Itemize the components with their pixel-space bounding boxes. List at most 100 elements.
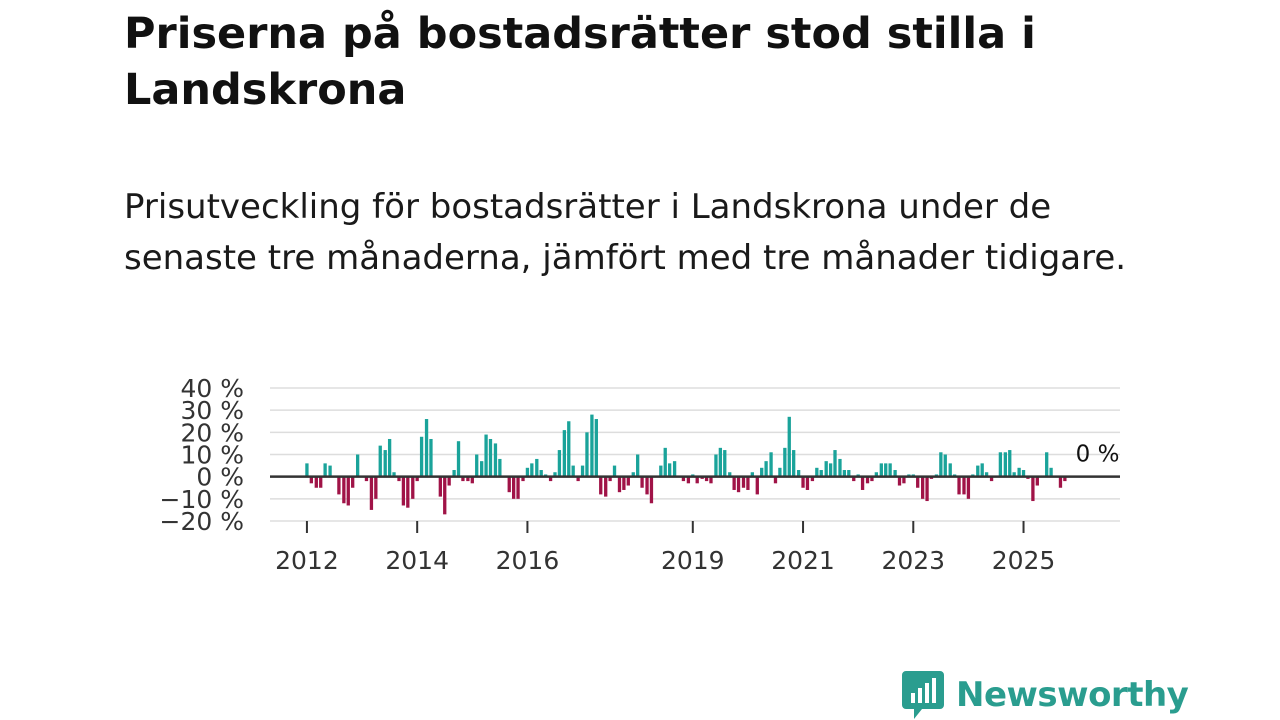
bar bbox=[309, 476, 313, 484]
bar bbox=[686, 476, 691, 484]
bar bbox=[535, 458, 539, 477]
bar bbox=[461, 476, 465, 482]
bar bbox=[447, 476, 451, 486]
bar bbox=[805, 476, 810, 490]
bar bbox=[631, 472, 635, 477]
x-tick-label: 2023 bbox=[881, 546, 945, 575]
bar bbox=[714, 454, 718, 477]
bar bbox=[792, 450, 796, 477]
bar bbox=[636, 454, 640, 477]
bar bbox=[874, 472, 879, 477]
bar bbox=[769, 452, 773, 477]
bar bbox=[355, 454, 360, 477]
bar bbox=[342, 476, 346, 504]
bar bbox=[571, 465, 575, 477]
bar bbox=[815, 467, 819, 477]
bar bbox=[842, 470, 847, 477]
bar bbox=[369, 476, 374, 510]
bar bbox=[507, 476, 511, 493]
bar bbox=[750, 472, 754, 477]
bar bbox=[663, 447, 667, 477]
bar bbox=[741, 476, 746, 488]
bar bbox=[562, 430, 567, 477]
bar bbox=[976, 465, 980, 477]
bar bbox=[612, 465, 617, 477]
bar bbox=[608, 476, 612, 482]
y-tick-label: −10 % bbox=[160, 485, 244, 514]
bar bbox=[585, 432, 589, 477]
bar bbox=[576, 476, 580, 482]
bar bbox=[383, 450, 387, 477]
bar bbox=[530, 463, 534, 477]
bar bbox=[480, 461, 484, 477]
bar bbox=[470, 476, 474, 484]
bar bbox=[594, 419, 598, 477]
bar bbox=[1003, 452, 1007, 477]
bar bbox=[1049, 467, 1053, 477]
bar bbox=[984, 472, 989, 477]
bar bbox=[387, 438, 392, 477]
bar bbox=[833, 450, 837, 477]
bar bbox=[328, 465, 332, 477]
bar bbox=[925, 476, 929, 502]
bar bbox=[852, 476, 856, 482]
bar bbox=[736, 476, 741, 493]
bar bbox=[351, 476, 355, 488]
bar bbox=[746, 476, 750, 490]
bar bbox=[599, 476, 603, 495]
bar bbox=[498, 458, 502, 477]
bar bbox=[718, 447, 723, 477]
bar bbox=[346, 476, 350, 506]
bar bbox=[590, 414, 594, 477]
bar bbox=[397, 476, 401, 482]
bar bbox=[801, 476, 805, 488]
bar bbox=[539, 470, 543, 477]
bar bbox=[604, 476, 608, 497]
bar bbox=[897, 476, 902, 486]
bar bbox=[378, 445, 382, 477]
bar bbox=[443, 476, 447, 515]
bar bbox=[649, 476, 654, 504]
bar bbox=[838, 458, 842, 477]
bar bbox=[966, 476, 971, 499]
bar bbox=[567, 421, 571, 477]
bar bbox=[787, 416, 791, 477]
bar bbox=[870, 476, 874, 482]
bar bbox=[364, 476, 369, 482]
bar bbox=[1021, 470, 1026, 477]
bar bbox=[879, 463, 883, 477]
x-tick-label: 2019 bbox=[661, 546, 725, 575]
brand-logo: Newsworthy bbox=[902, 670, 1189, 720]
bar bbox=[939, 452, 943, 477]
bar bbox=[672, 461, 677, 477]
bar bbox=[865, 476, 870, 484]
bar bbox=[704, 476, 709, 482]
bar bbox=[659, 465, 663, 477]
bar bbox=[847, 470, 851, 477]
bar bbox=[1063, 476, 1067, 482]
bar bbox=[764, 461, 768, 477]
y-tick-label: −20 % bbox=[160, 507, 244, 536]
bar bbox=[957, 476, 961, 495]
page-title: Priserna på bostadsrätter stod stilla i … bbox=[124, 9, 1036, 115]
bar bbox=[916, 476, 920, 488]
bar bbox=[732, 476, 736, 490]
bar bbox=[819, 470, 823, 477]
y-tick-label: 0 % bbox=[196, 463, 244, 492]
bar bbox=[695, 476, 699, 484]
bar bbox=[580, 465, 585, 477]
bar bbox=[828, 463, 833, 477]
newsworthy-logo-icon bbox=[902, 671, 944, 719]
bar bbox=[429, 438, 433, 477]
y-tick-label: 40 % bbox=[180, 374, 244, 403]
bar bbox=[323, 463, 327, 477]
bar bbox=[860, 476, 865, 490]
bar bbox=[466, 476, 470, 482]
bar bbox=[525, 467, 530, 477]
bar bbox=[773, 476, 778, 484]
y-tick-label: 20 % bbox=[180, 418, 244, 447]
bar bbox=[557, 450, 562, 477]
page-subtitle: Prisutveckling för bostadsrätter i Lands… bbox=[124, 187, 1127, 278]
bar bbox=[456, 441, 461, 477]
